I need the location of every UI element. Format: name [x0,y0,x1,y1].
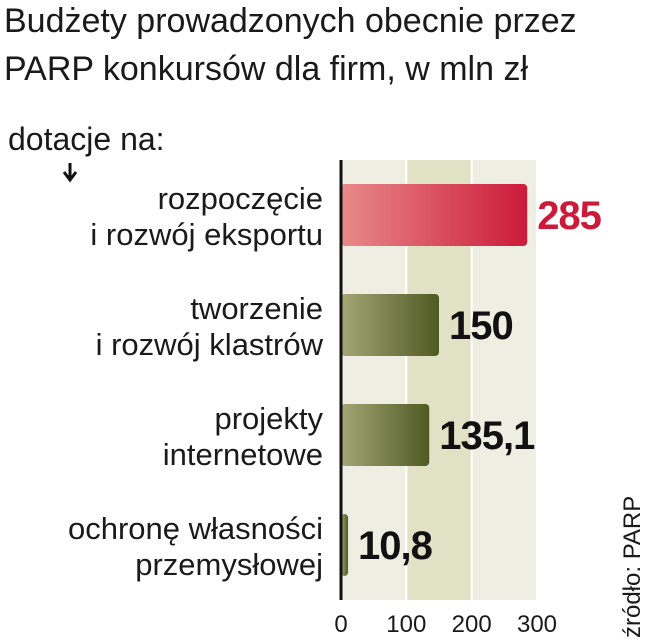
data-label: 10,8 [358,524,433,568]
x-tick-label: 200 [452,611,492,638]
y-tick-label: rozpoczęcie [158,181,323,216]
y-tick-label: i rozwój klastrów [96,327,324,362]
arrow [62,163,78,183]
subtitle: dotacje na: [8,121,165,157]
y-tick-label: ochronę własności [68,511,323,546]
bar [341,184,528,246]
bar [341,404,430,466]
bar [341,514,349,576]
x-tick-label: 100 [386,611,426,638]
y-tick-label: internetowe [163,437,323,472]
data-label: 135,1 [439,414,535,458]
y-tick-label: przemysłowej [135,547,323,582]
y-tick-label: i rozwój eksportu [90,217,323,252]
x-tick-label: 300 [517,611,557,638]
data-label: 150 [449,304,513,348]
y-tick-label: tworzenie [190,291,323,326]
data-label: 285 [537,194,601,238]
bar [341,294,439,356]
chart-title: PARP konkursów dla firm, w mln zł [4,50,528,88]
x-tick-label: 0 [334,611,347,638]
source: źródło: PARP [619,496,646,638]
y-tick-label: projekty [214,401,323,436]
chart-title: Budżety prowadzonych obecnie przez [4,2,577,40]
